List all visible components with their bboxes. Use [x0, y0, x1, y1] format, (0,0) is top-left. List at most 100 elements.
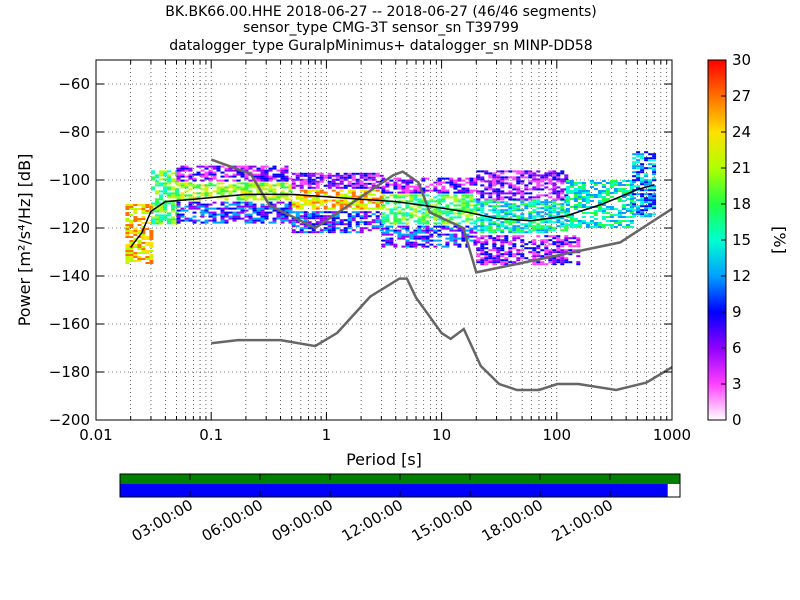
- psd-cell: [347, 219, 352, 222]
- psd-cell: [548, 207, 553, 210]
- psd-cell: [303, 174, 308, 177]
- psd-cell: [504, 221, 509, 224]
- psd-cell: [371, 225, 376, 228]
- psd-cell: [397, 218, 402, 221]
- psd-cell: [264, 215, 269, 218]
- psd-cell: [159, 218, 163, 221]
- psd-cell: [565, 224, 570, 226]
- psd-cell: [375, 217, 380, 220]
- psd-cell: [232, 207, 237, 210]
- psd-cell: [572, 241, 577, 244]
- psd-cell: [540, 215, 545, 218]
- psd-cell: [504, 215, 509, 218]
- psd-cell: [480, 241, 485, 244]
- psd-cell: [335, 184, 340, 187]
- psd-cell: [632, 193, 637, 196]
- psd-cell: [208, 177, 213, 180]
- psd-cell: [319, 217, 324, 220]
- psd-cell: [492, 263, 497, 266]
- psd-cell: [371, 201, 376, 204]
- psd-cell: [564, 194, 569, 197]
- psd-cell: [568, 245, 573, 248]
- psd-cell: [151, 202, 155, 205]
- psd-cell: [500, 184, 505, 187]
- psd-cell: [335, 191, 340, 194]
- psd-cell: [228, 217, 233, 220]
- psd-cell: [457, 204, 462, 207]
- psd-cell: [556, 174, 561, 177]
- psd-cell: [133, 230, 138, 232]
- psd-cell: [632, 209, 637, 212]
- psd-cell: [331, 223, 336, 226]
- psd-cell: [335, 172, 340, 175]
- psd-cell: [244, 173, 249, 176]
- psd-cell: [492, 229, 497, 232]
- psd-cell: [363, 205, 368, 208]
- psd-cell: [299, 195, 304, 198]
- psd-cell: [200, 213, 205, 216]
- psd-cell: [441, 187, 446, 190]
- psd-cell: [577, 224, 582, 226]
- psd-cell: [544, 219, 549, 222]
- title-line-2: sensor_type CMG-3T sensor_sn T39799: [243, 20, 519, 36]
- psd-cell: [640, 177, 645, 180]
- psd-cell: [488, 180, 493, 183]
- psd-cell: [644, 199, 649, 202]
- psd-cell: [268, 196, 273, 199]
- psd-cell: [339, 195, 344, 198]
- psd-cell: [508, 221, 513, 224]
- psd-cell: [648, 197, 653, 200]
- psd-cell: [307, 215, 312, 218]
- psd-cell: [192, 207, 197, 210]
- psd-cell: [307, 189, 312, 192]
- psd-cell: [401, 227, 406, 230]
- psd-cell: [601, 212, 606, 214]
- psd-cell: [176, 205, 181, 208]
- psd-cell: [184, 179, 189, 182]
- psd-cell: [484, 257, 489, 260]
- psd-cell: [556, 215, 561, 218]
- psd-cell: [363, 215, 368, 218]
- psd-cell: [421, 187, 426, 190]
- psd-cell: [457, 191, 462, 194]
- psd-cell: [167, 176, 171, 179]
- psd-cell: [492, 211, 497, 214]
- psd-cell: [339, 219, 344, 222]
- psd-cell: [327, 184, 332, 187]
- psd-cell: [196, 196, 201, 199]
- psd-cell: [212, 207, 217, 210]
- psd-cell: [556, 249, 561, 252]
- psd-cell: [367, 197, 372, 200]
- psd-cell: [484, 253, 489, 256]
- psd-cell: [323, 217, 328, 220]
- psd-cell: [601, 226, 606, 228]
- psd-cell: [149, 246, 154, 248]
- psd-cell: [601, 224, 606, 226]
- psd-cell: [585, 194, 590, 196]
- psd-cell: [516, 209, 521, 212]
- psd-cell: [632, 203, 637, 206]
- psd-cell: [167, 180, 171, 183]
- psd-cell: [532, 188, 537, 191]
- psd-cell: [520, 239, 525, 242]
- psd-cell: [288, 209, 293, 212]
- psd-cell: [621, 200, 626, 202]
- psd-cell: [512, 194, 517, 197]
- psd-cell: [413, 210, 418, 213]
- psd-cell: [303, 213, 308, 216]
- psd-cell: [129, 230, 134, 232]
- psd-cell: [453, 187, 458, 190]
- psd-cell: [548, 227, 553, 230]
- psd-cell: [480, 211, 485, 214]
- psd-cell: [163, 216, 167, 219]
- psd-cell: [184, 182, 189, 185]
- psd-cell: [295, 195, 300, 198]
- psd-cell: [461, 233, 466, 236]
- psd-cell: [141, 218, 146, 220]
- psd-cell: [648, 201, 653, 204]
- psd-cell: [560, 178, 565, 181]
- psd-cell: [288, 177, 293, 180]
- psd-cell: [476, 192, 481, 195]
- psd-cell: [137, 244, 142, 246]
- psd-cell: [469, 235, 474, 238]
